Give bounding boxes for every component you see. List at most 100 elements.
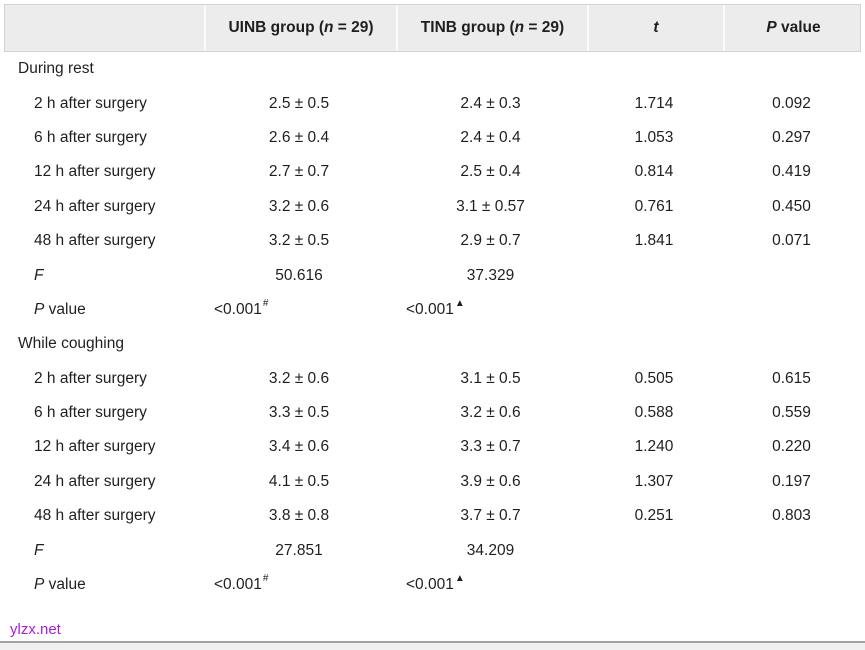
uinb-value-cell: 2.6 ± 0.4 <box>268 128 330 146</box>
f-uinb-value-cell: 50.616 <box>275 266 323 284</box>
table-row: 6 h after surgery 3.3 ± 0.5 3.2 ± 0.6 0.588… <box>4 396 861 430</box>
empty-cell <box>722 327 861 361</box>
f-tinb-value-cell: 34.209 <box>466 541 515 559</box>
header-uinb-group: UINB group (n = 29) <box>204 5 396 51</box>
p-value-cell: 0.220 <box>772 438 811 456</box>
tinb-value-cell: 3.7 ± 0.7 <box>460 507 521 525</box>
table-row: 2 h after surgery 2.5 ± 0.5 2.4 ± 0.3 1.714… <box>4 86 861 120</box>
t-value-cell: 1.841 <box>634 232 674 250</box>
empty-cell <box>722 258 861 292</box>
p-value-text: <0.001 <box>214 576 262 594</box>
empty-cell <box>722 568 861 602</box>
t-value-cell: 1.053 <box>634 128 674 146</box>
header-empty-cell <box>5 5 204 51</box>
header-tinb-n-italic: n <box>514 19 525 36</box>
empty-cell <box>586 52 722 86</box>
uinb-value-cell: 3.8 ± 0.8 <box>268 507 330 525</box>
p-uinb-value-cell: <0.001 # <box>203 568 395 602</box>
empty-cell <box>586 293 722 327</box>
uinb-value-cell: 4.1 ± 0.5 <box>268 472 330 490</box>
f-statistic-row: F 27.851 34.209 <box>4 533 861 567</box>
p-value-cell: 0.559 <box>772 404 811 422</box>
t-value-cell: 0.251 <box>634 507 674 525</box>
header-p-italic: P <box>766 19 777 36</box>
p-value-cell: 0.297 <box>772 128 811 146</box>
f-label-italic: F <box>34 541 44 559</box>
bottom-divider <box>0 641 865 643</box>
empty-cell <box>586 327 722 361</box>
tinb-value-cell: 2.4 ± 0.4 <box>460 128 521 146</box>
table-row: 12 h after surgery 3.4 ± 0.6 3.3 ± 0.7 1.24… <box>4 430 861 464</box>
p-value-row: P value <0.001 # <0.001 ▲ <box>4 568 861 602</box>
empty-cell <box>586 533 722 567</box>
p-tinb-value-cell: <0.001 ▲ <box>395 293 586 327</box>
header-uinb-post: = 29) <box>333 19 374 36</box>
hash-superscript: # <box>262 297 269 309</box>
header-tinb-group: TINB group (n = 29) <box>396 5 587 51</box>
p-uinb-value-cell: <0.001 # <box>203 293 395 327</box>
t-value-cell: 1.240 <box>634 438 674 456</box>
p-value-cell: 0.419 <box>772 163 811 181</box>
tinb-value-cell: 3.1 ± 0.5 <box>460 369 521 387</box>
p-value-cell: 0.615 <box>772 369 811 387</box>
table-row: 24 h after surgery 3.2 ± 0.6 3.1 ± 0.57 0.7… <box>4 190 861 224</box>
f-statistic-row: F 50.616 37.329 <box>4 258 861 292</box>
table-row: 48 h after surgery 3.2 ± 0.5 2.9 ± 0.7 1.84… <box>4 224 861 258</box>
p-label-rest: value <box>44 576 86 594</box>
p-value-text: <0.001 <box>214 300 262 318</box>
t-value-cell: 1.307 <box>634 472 674 490</box>
empty-cell <box>722 52 861 86</box>
empty-cell <box>395 52 586 86</box>
uinb-value-cell: 2.7 ± 0.7 <box>268 163 330 181</box>
row-label-cell: 48 h after surgery <box>34 232 156 250</box>
empty-cell <box>586 258 722 292</box>
row-label-cell: 12 h after surgery <box>34 163 156 181</box>
table-body: During rest 2 h after surgery 2.5 ± 0.5 2.4… <box>4 52 861 602</box>
row-label-cell: 24 h after surgery <box>34 472 156 490</box>
empty-cell <box>203 52 395 86</box>
header-uinb-n-italic: n <box>324 19 334 36</box>
p-value-cell: 0.092 <box>772 94 811 112</box>
table-row: 12 h after surgery 2.7 ± 0.7 2.5 ± 0.4 0.81… <box>4 155 861 189</box>
section-title-cell: While coughing <box>18 335 124 353</box>
header-t-statistic: t <box>587 5 723 51</box>
empty-cell <box>722 533 861 567</box>
p-value-text: <0.001 <box>406 576 454 594</box>
uinb-value-cell: 3.2 ± 0.6 <box>268 369 330 387</box>
triangle-superscript: ▲ <box>454 573 465 585</box>
p-value-text: <0.001 <box>406 300 454 318</box>
t-value-cell: 0.814 <box>634 163 674 181</box>
p-tinb-value-cell: <0.001 ▲ <box>395 568 586 602</box>
p-label-cell: P value <box>4 568 203 602</box>
uinb-value-cell: 3.2 ± 0.6 <box>268 197 330 215</box>
uinb-value-cell: 2.5 ± 0.5 <box>268 94 330 112</box>
row-label-cell: 12 h after surgery <box>34 438 156 456</box>
f-label-italic: F <box>34 266 44 284</box>
f-uinb-value-cell: 27.851 <box>275 541 323 559</box>
header-uinb-pre: UINB group ( <box>228 19 325 36</box>
t-value-cell: 1.714 <box>634 94 674 112</box>
p-label-italic: P <box>34 576 45 594</box>
table-row: 6 h after surgery 2.6 ± 0.4 2.4 ± 0.4 1.053… <box>4 121 861 155</box>
tinb-value-cell: 3.3 ± 0.7 <box>460 438 521 456</box>
tinb-value-cell: 3.1 ± 0.57 <box>456 197 525 215</box>
tinb-value-cell: 3.2 ± 0.6 <box>460 404 521 422</box>
p-value-cell: 0.197 <box>772 472 811 490</box>
p-value-cell: 0.450 <box>772 197 811 215</box>
hash-superscript: # <box>262 573 269 585</box>
header-p-rest: value <box>776 19 821 36</box>
empty-cell <box>395 327 586 361</box>
table-row: 24 h after surgery 4.1 ± 0.5 3.9 ± 0.6 1.30… <box>4 465 861 499</box>
row-label-cell: 2 h after surgery <box>34 369 147 387</box>
uinb-value-cell: 3.3 ± 0.5 <box>268 404 330 422</box>
section-row: During rest <box>4 52 861 86</box>
table-row: 2 h after surgery 3.2 ± 0.6 3.1 ± 0.5 0.505… <box>4 362 861 396</box>
t-value-cell: 0.588 <box>634 404 674 422</box>
tinb-value-cell: 2.4 ± 0.3 <box>460 94 521 112</box>
section-row: While coughing <box>4 327 861 361</box>
header-t-italic: t <box>653 19 659 36</box>
tinb-value-cell: 3.9 ± 0.6 <box>460 472 521 490</box>
uinb-value-cell: 3.2 ± 0.5 <box>268 232 330 250</box>
watermark-link[interactable]: ylzx.net <box>10 621 61 638</box>
